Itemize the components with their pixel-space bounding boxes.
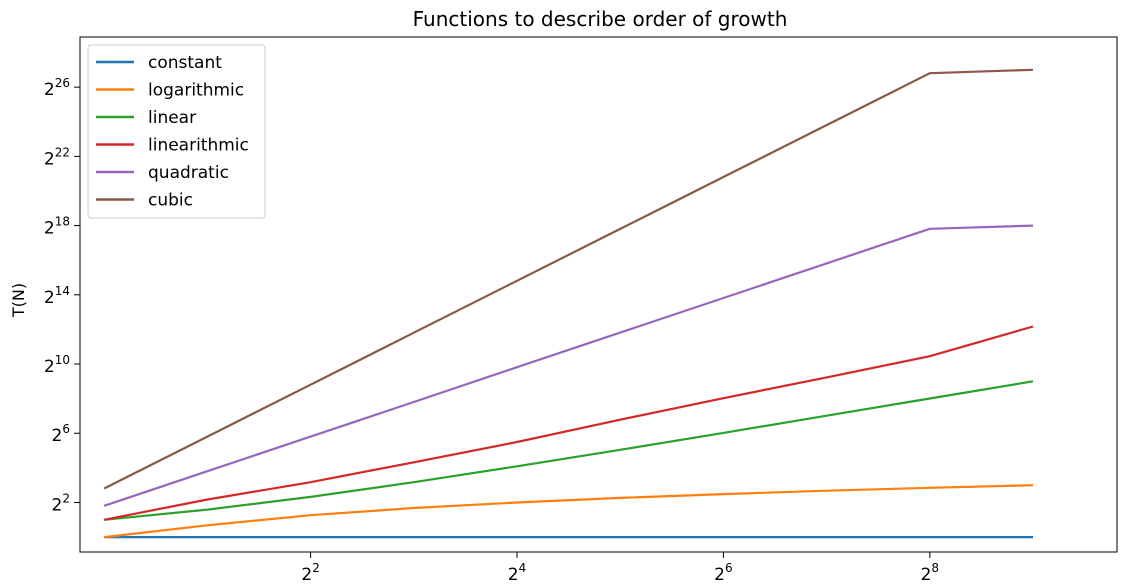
y-tick-label: 22	[52, 491, 70, 515]
legend-label-cubic: cubic	[148, 191, 193, 211]
chart-title: Functions to describe order of growth	[413, 7, 788, 31]
y-axis-label: T(N)	[9, 283, 28, 318]
y-tick-label: 218	[44, 215, 70, 239]
x-tick-label: 22	[301, 561, 319, 585]
legend-label-constant: constant	[148, 53, 222, 73]
legend-label-linear: linear	[148, 108, 196, 128]
y-axis-ticks: 22 26 210 214 218 222 226	[44, 76, 80, 515]
series-line-linear	[104, 380, 1034, 521]
y-tick-label: 26	[52, 422, 70, 446]
x-tick-label: 28	[921, 561, 939, 585]
series-line-quadratic	[103, 224, 1034, 507]
legend-label-quadratic: quadratic	[148, 163, 229, 183]
legend: constant logarithmic linear linearithmic qua…	[87, 44, 266, 219]
y-tick-label: 226	[44, 76, 70, 100]
legend-box	[87, 44, 266, 219]
x-tick-label: 24	[508, 561, 526, 585]
y-tick-label: 210	[44, 353, 70, 377]
x-tick-label: 26	[714, 561, 732, 585]
y-tick-label: 214	[44, 284, 70, 308]
series-line-cubic	[103, 68, 1034, 490]
legend-label-logarithmic: logarithmic	[148, 81, 244, 101]
x-axis-ticks: 22 24 26 28	[301, 552, 939, 585]
legend-label-linearithmic: linearithmic	[148, 136, 249, 156]
series-line-logarithmic	[104, 484, 1034, 539]
series-line-linearithmic	[103, 325, 1034, 521]
y-tick-label: 222	[44, 145, 70, 169]
series-layer	[103, 68, 1034, 539]
